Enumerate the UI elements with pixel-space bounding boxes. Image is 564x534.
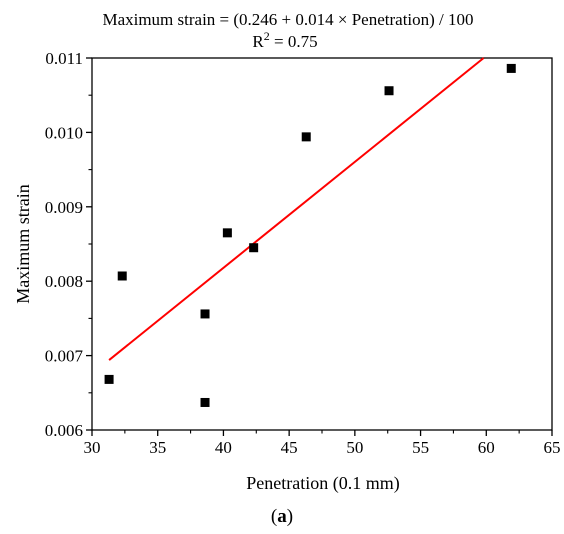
panel-label-close: ) <box>286 506 294 527</box>
x-axis-title: Penetration (0.1 mm) <box>246 473 399 494</box>
x-tick-label: 55 <box>412 438 429 457</box>
x-tick-label: 45 <box>281 438 298 457</box>
data-point <box>249 243 259 253</box>
x-tick-label: 60 <box>478 438 495 457</box>
data-points <box>104 63 516 407</box>
fit-line <box>108 57 485 361</box>
fit-line-group <box>108 57 485 361</box>
x-tick-label: 40 <box>215 438 232 457</box>
data-point <box>200 309 210 319</box>
x-tick-label: 30 <box>84 438 101 457</box>
regression-equation: Maximum strain = (0.246 + 0.014 × Penetr… <box>102 10 473 29</box>
data-point <box>104 374 114 384</box>
y-tick-label: 0.010 <box>45 123 83 142</box>
x-tick-label: 50 <box>346 438 363 457</box>
y-tick-label: 0.009 <box>45 198 83 217</box>
x-tick-label: 35 <box>149 438 166 457</box>
data-point <box>117 271 127 281</box>
plot-axes: 30 35 40 45 50 55 60 65 0.006 0.007 0.008 0.009 0.01… <box>45 49 561 457</box>
y-tick-label: 0.006 <box>45 421 83 440</box>
x-tick-label: 65 <box>544 438 561 457</box>
data-point <box>200 397 210 407</box>
r-squared-annotation: R2 = 0.75 <box>252 29 317 51</box>
y-tick-label: 0.007 <box>45 347 84 366</box>
plot-frame <box>91 57 553 431</box>
panel-label-open: ( <box>270 506 278 527</box>
y-tick-label: 0.011 <box>45 49 83 68</box>
data-point <box>222 228 232 238</box>
data-point <box>301 132 311 142</box>
panel-label: (a) <box>0 506 564 528</box>
y-tick-label: 0.008 <box>45 272 83 291</box>
data-point <box>384 86 394 96</box>
panel-label-letter: a <box>277 506 287 527</box>
data-point <box>506 63 516 73</box>
y-axis-title: Maximum strain <box>13 184 33 304</box>
